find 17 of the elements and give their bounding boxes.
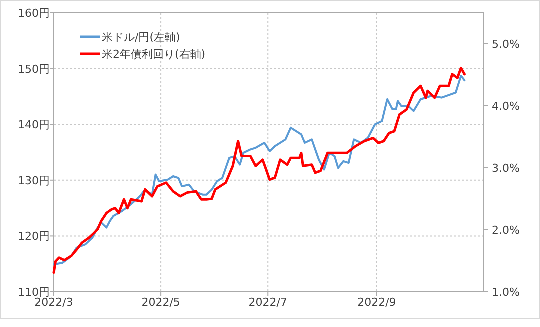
y-tick-label: 120円 [18, 230, 50, 244]
x-tick-label: 2022/5 [142, 296, 180, 309]
legend-label: 米2年債利回り(右軸) [102, 48, 206, 61]
x-tick-label: 2022/7 [248, 296, 288, 309]
legend-label: 米ドル/円(左軸) [102, 31, 180, 44]
y-tick-label: 140円 [18, 118, 50, 132]
y2-tick-label: 4.0% [492, 100, 520, 113]
y-tick-label: 110円 [18, 286, 50, 299]
y2-tick-label: 2.0% [492, 224, 520, 237]
y2-tick-label: 1.0% [492, 286, 520, 299]
y-tick-label: 130円 [18, 174, 50, 188]
y-tick-label: 160円 [18, 7, 50, 20]
x-tick-label: 2022/3 [34, 296, 74, 309]
y2-tick-label: 3.0% [492, 162, 520, 175]
y-tick-label: 150円 [18, 62, 50, 76]
y2-tick-label: 5.0% [492, 38, 520, 51]
x-tick-label: 2022/9 [358, 296, 396, 309]
